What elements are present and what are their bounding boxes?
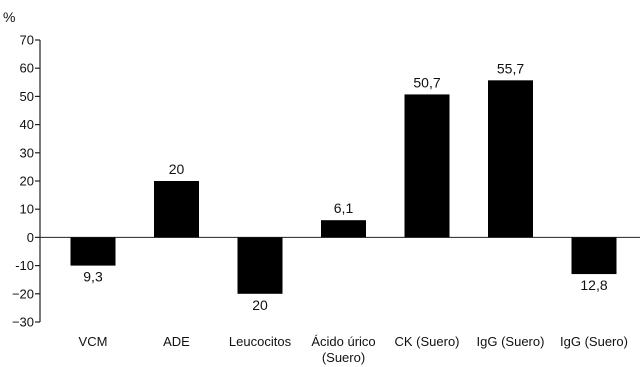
y-tick-label: 10 — [20, 202, 34, 217]
x-axis-category-labels: VCM ADE Leucocitos Ácido úrico(Suero) CK (Su… — [79, 334, 628, 365]
x-category-label: (Suero) — [322, 350, 365, 365]
bar — [404, 94, 450, 238]
x-category-label: Leucocitos — [229, 334, 292, 349]
bar — [70, 237, 116, 266]
data-label: 6,1 — [334, 200, 354, 216]
data-label: 50,7 — [413, 74, 440, 90]
y-tick-label: 40 — [20, 117, 34, 132]
y-tick-label: 20 — [20, 174, 34, 189]
bar — [321, 220, 366, 238]
y-axis: 70 60 50 40 30 20 10 0 -10 −20 −30 — [12, 33, 640, 330]
bar — [154, 181, 199, 238]
y-tick-label: -10 — [15, 258, 34, 273]
x-category-label: VCM — [79, 334, 108, 349]
x-category-label: Ácido úrico — [311, 334, 375, 349]
data-label: 9,3 — [83, 269, 103, 285]
bar — [237, 237, 283, 294]
y-tick-label: 60 — [20, 61, 34, 76]
y-tick-label: 50 — [20, 89, 34, 104]
x-category-label: CK (Suero) — [394, 334, 459, 349]
x-category-label: IgG (Suero) — [560, 334, 628, 349]
data-labels: 9,3 20 20 6,1 50,7 55,7 12,8 — [83, 60, 608, 312]
x-category-label: ADE — [163, 334, 190, 349]
y-tick-label: −20 — [12, 286, 34, 301]
data-label: 12,8 — [580, 277, 607, 293]
y-tick-label: −30 — [12, 315, 34, 330]
data-label: 20 — [169, 161, 185, 177]
data-label: 20 — [252, 297, 268, 313]
y-tick-label: 30 — [20, 145, 34, 160]
bars — [70, 80, 617, 294]
y-tick-label: 0 — [27, 230, 34, 245]
data-label: 55,7 — [497, 60, 524, 76]
bar — [571, 237, 617, 275]
y-axis-unit-label: % — [3, 9, 15, 25]
y-tick-label: 70 — [20, 33, 34, 48]
bar — [488, 80, 533, 238]
x-category-label: IgG (Suero) — [477, 334, 545, 349]
